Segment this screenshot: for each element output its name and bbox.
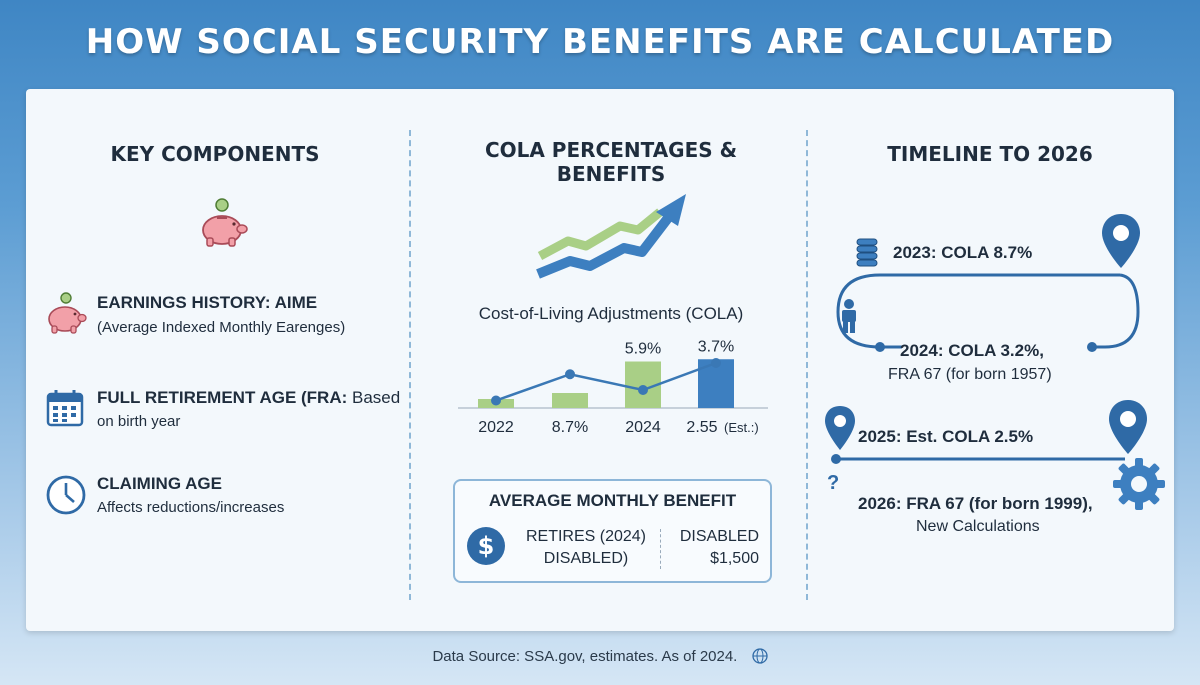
footer: Data Source: SSA.gov, estimates. As of 2… bbox=[0, 648, 1200, 665]
earnings-history-detail: (Average Indexed Monthly Earenges) bbox=[97, 319, 346, 336]
claiming-age-detail: Affects reductions/increases bbox=[97, 499, 285, 516]
globe-icon bbox=[751, 648, 768, 664]
trend-arrow-icon bbox=[536, 194, 686, 279]
map-pin-icon bbox=[825, 406, 855, 450]
gear-icon bbox=[1113, 458, 1165, 510]
x-tick-label: 8.7% bbox=[552, 419, 588, 436]
x-tick-label: 2024 bbox=[625, 419, 661, 436]
average-benefit-box: AVERAGE MONTHLY BENEFIT $ RETIRES (2024)… bbox=[453, 479, 772, 583]
cola-chart: 5.9% 3.7% 2022 8.7% 2024 2.55 (Est.:) bbox=[458, 338, 768, 436]
key-components-heading: KEY COMPONENTS bbox=[110, 142, 320, 166]
timeline-event-2024: 2024: COLA 3.2%, bbox=[900, 341, 1044, 360]
question-mark-icon: ? bbox=[827, 472, 840, 494]
disabled-value: DISABLED $1,500 bbox=[679, 528, 759, 567]
fra-label: FULL RETIREMENT AGE (FRA: Based bbox=[97, 388, 401, 407]
claiming-age-label: CLAIMING AGE bbox=[97, 474, 222, 493]
timeline-heading: TIMELINE TO 2026 bbox=[887, 142, 1093, 166]
chart-point bbox=[565, 369, 575, 380]
svg-text:$: $ bbox=[478, 532, 495, 560]
chart-title: Cost-of-Living Adjustments (COLA) bbox=[478, 304, 744, 323]
chart-point bbox=[638, 385, 648, 395]
x-tick-label: 2.55 bbox=[686, 419, 717, 436]
chart-line bbox=[495, 361, 717, 402]
timeline-event-2024-detail: FRA 67 (for born 1957) bbox=[888, 366, 1052, 383]
box-divider bbox=[660, 529, 661, 569]
data-source-text: Data Source: SSA.gov, estimates. As of 2… bbox=[432, 648, 738, 665]
piggy-bank-icon bbox=[48, 292, 87, 334]
timeline-event-2026-detail: New Calculations bbox=[916, 518, 1040, 535]
earnings-history-label: EARNINGS HISTORY: AIME bbox=[97, 293, 318, 312]
dollar-icon: $ bbox=[467, 527, 505, 565]
map-pin-icon bbox=[1102, 214, 1140, 268]
average-benefit-heading: AVERAGE MONTHLY BENEFIT bbox=[488, 491, 737, 510]
chart-point bbox=[491, 395, 501, 406]
timeline-event-2023: 2023: COLA 8.7% bbox=[893, 243, 1033, 262]
bar-data-label: 5.9% bbox=[625, 341, 661, 358]
section-divider bbox=[806, 130, 808, 600]
timeline-path bbox=[831, 273, 1140, 464]
map-pin-icon bbox=[1109, 400, 1147, 454]
cola-heading: COLA PERCENTAGES & BENEFITS bbox=[484, 138, 738, 186]
clock-icon bbox=[46, 475, 86, 515]
bar-data-label: 3.7% bbox=[698, 338, 734, 355]
coin-stack-icon bbox=[856, 238, 878, 267]
calendar-icon bbox=[46, 390, 84, 427]
piggy-bank-icon bbox=[202, 198, 248, 247]
section-divider bbox=[409, 130, 411, 600]
retires-label: RETIRES (2024) DISABLED) bbox=[525, 528, 647, 567]
fra-detail: on birth year bbox=[97, 413, 181, 430]
timeline-event-2025: 2025: Est. COLA 2.5% bbox=[858, 427, 1034, 446]
page-title: HOW SOCIAL SECURITY BENEFITS ARE CALCULA… bbox=[85, 22, 1115, 62]
timeline-event-2026: 2026: FRA 67 (for born 1999), bbox=[858, 494, 1093, 513]
x-tick-suffix: (Est.:) bbox=[724, 420, 759, 435]
person-icon bbox=[842, 299, 856, 333]
x-tick-label: 2022 bbox=[478, 419, 514, 436]
chart-point bbox=[711, 358, 721, 368]
chart-bar bbox=[552, 393, 588, 408]
